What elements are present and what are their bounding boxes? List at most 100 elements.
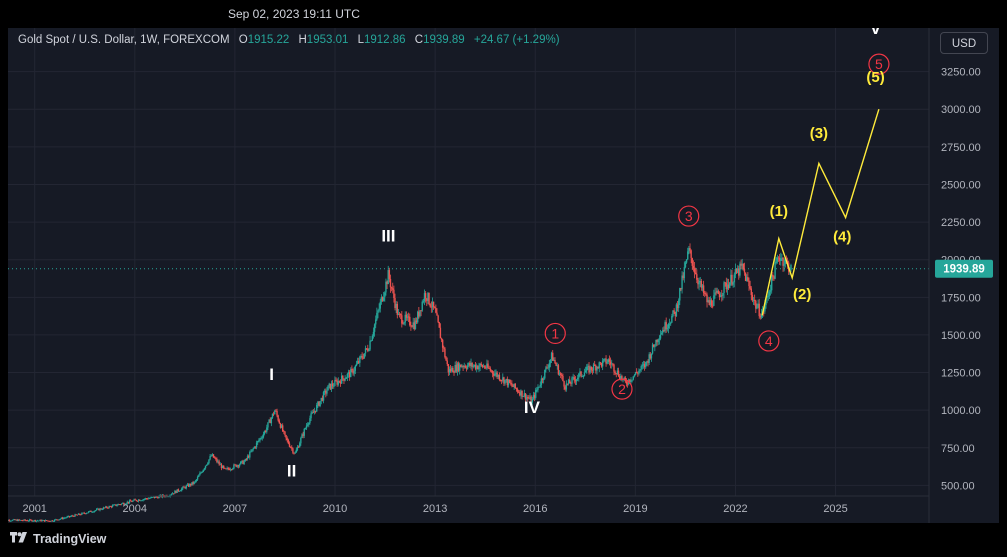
candle-body <box>429 304 431 307</box>
candle-body <box>643 364 646 368</box>
candle-body <box>697 279 699 285</box>
candle-body <box>102 507 105 510</box>
candle-body <box>453 372 455 374</box>
currency-button[interactable]: USD <box>940 32 988 54</box>
candle-body <box>257 441 259 443</box>
candle-body <box>673 310 675 312</box>
candle-body <box>538 386 540 388</box>
candle-body <box>238 464 241 467</box>
candle-body <box>581 376 583 377</box>
candle-body <box>356 361 359 364</box>
candle-body <box>363 353 366 359</box>
y-tick-label: 500.00 <box>941 480 975 492</box>
candle-body <box>353 370 355 374</box>
candle-body <box>414 320 417 330</box>
candle-body <box>760 314 763 318</box>
candle-body <box>268 419 270 423</box>
candle-body <box>698 282 700 285</box>
candle-body <box>445 357 447 361</box>
candle-body <box>262 434 265 438</box>
candle-body <box>402 323 404 325</box>
candle-body <box>66 516 68 518</box>
candle-body <box>164 496 166 497</box>
projection-path <box>761 108 880 316</box>
candle-body <box>582 376 585 377</box>
candle-body <box>375 319 377 325</box>
candle-body <box>193 481 195 484</box>
candle-body <box>386 281 388 285</box>
candle-body <box>47 520 49 522</box>
candle-body <box>179 490 182 492</box>
candle-body <box>196 477 199 480</box>
candle-body <box>709 300 712 305</box>
candle-body <box>657 339 659 343</box>
candle-body <box>17 519 20 521</box>
candle-body <box>74 514 76 517</box>
y-tick-label: 2750.00 <box>941 142 981 154</box>
candle-body <box>92 511 94 513</box>
candle-body <box>491 370 494 374</box>
candle-body <box>25 520 27 522</box>
candle-body <box>176 489 178 493</box>
candle-body <box>687 251 689 260</box>
candle-body <box>351 369 353 370</box>
candle-body <box>85 513 88 514</box>
candle-body <box>250 451 252 453</box>
candle-body <box>188 483 191 487</box>
candle-body <box>689 248 691 251</box>
candle-body <box>472 365 475 367</box>
candle-body <box>559 373 562 375</box>
candle-body <box>35 520 38 522</box>
candle-body <box>112 504 115 506</box>
candle-body <box>663 330 665 332</box>
candle-body <box>198 475 200 478</box>
candle-body <box>27 520 30 522</box>
candle-body <box>777 257 780 259</box>
candle-body <box>713 295 715 306</box>
candle-body <box>714 292 716 296</box>
candle-body <box>584 370 587 373</box>
candle-body <box>287 440 290 444</box>
candle-body <box>245 458 248 460</box>
candle-body <box>716 290 718 293</box>
candle-body <box>548 363 551 368</box>
candle-body <box>191 482 193 486</box>
candle-body <box>146 498 149 500</box>
wave-label-circle <box>758 330 780 352</box>
candle-body <box>598 362 600 369</box>
candle-body <box>490 370 493 372</box>
candle-body <box>373 324 376 332</box>
candle-body <box>603 359 605 361</box>
candle-body <box>63 517 65 519</box>
candle-body <box>422 301 425 303</box>
candle-body <box>710 300 713 306</box>
candle-body <box>739 263 741 276</box>
candle-body <box>646 361 648 363</box>
candle-body <box>625 381 628 384</box>
wave-label-circle <box>678 205 700 227</box>
candle-body <box>234 464 236 466</box>
x-tick-label: 2019 <box>623 503 647 515</box>
candle-body <box>614 371 616 374</box>
y-tick-label: 2500.00 <box>941 179 981 191</box>
candle-body <box>655 339 657 347</box>
candle-body <box>348 372 351 378</box>
candle-body <box>746 277 748 282</box>
candle-body <box>28 519 31 521</box>
candle-body <box>224 467 226 469</box>
candle-body <box>258 440 260 442</box>
candle-body <box>285 434 287 439</box>
candle-body <box>658 338 661 340</box>
candle-body <box>125 503 127 505</box>
candle-body <box>515 388 518 390</box>
candle-body <box>448 369 451 373</box>
candle-body <box>46 520 48 521</box>
candle-body <box>21 520 23 521</box>
candle-body <box>468 362 470 366</box>
chart-area[interactable]: I II III IV V 1 2 3 4 5 (1) (2) (3) (4) (5) 500.00 750.… <box>8 28 999 523</box>
candle-body <box>513 383 515 387</box>
low-label: L <box>357 34 364 46</box>
candle-body <box>764 305 766 312</box>
candle-body <box>229 469 232 471</box>
